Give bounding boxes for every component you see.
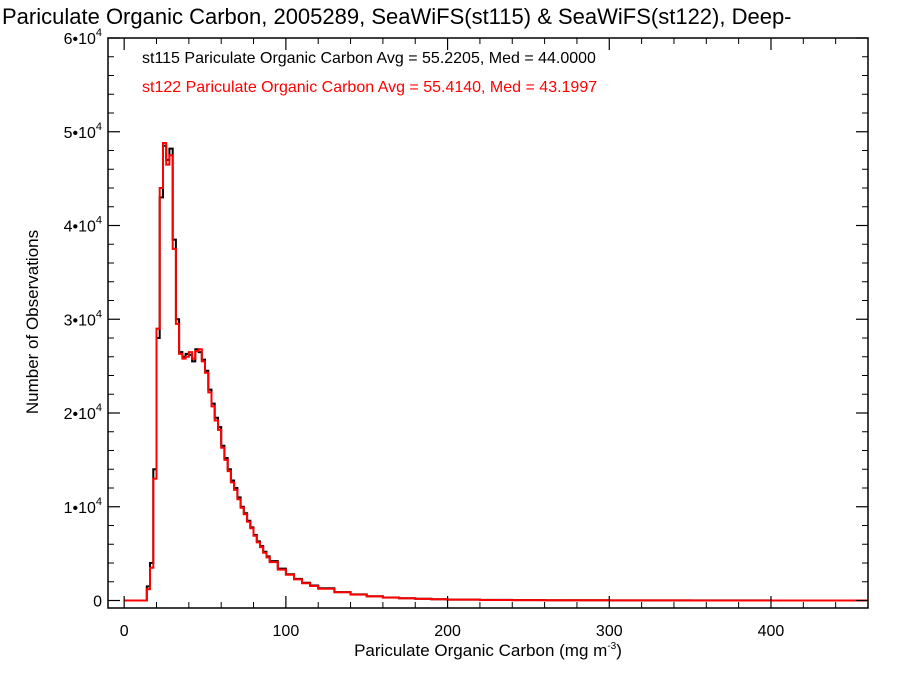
y-tick-label: 4•104 [64,215,102,236]
y-tick-label: 6•104 [64,27,102,48]
x-tick-label: 300 [596,623,623,640]
x-axis-title: Pariculate Organic Carbon (mg m-3) [354,641,622,660]
axis-tick-labels: 0 100 200 300 400 0 1•104 2•104 3•104 4•104 5•104 6… [64,27,785,640]
x-tick-label: 100 [273,623,300,640]
x-axis-title-superscript: -3 [607,641,616,652]
x-axis-title-suffix: ) [616,641,622,660]
legend-entry-st122: st122 Pariculate Organic Carbon Avg = 55… [142,79,597,96]
series-group [124,142,868,602]
y-tick-label: 3•104 [64,308,102,329]
plot-frame [107,37,869,609]
y-tick-label: 0 [93,594,102,611]
chart-title: Pariculate Organic Carbon, 2005289, SeaW… [2,4,792,29]
plot-area [107,37,869,609]
legend-entry-st115: st115 Pariculate Organic Carbon Avg = 55… [142,50,596,67]
series-line-st122 [124,142,868,602]
series-line-st115 [124,144,868,602]
x-tick-label: 0 [120,623,129,640]
y-axis-title: Number of Observations [23,230,42,414]
axis-ticks [108,37,868,608]
x-axis-title-main: Pariculate Organic Carbon (mg m [354,641,607,660]
x-tick-label: 200 [434,623,461,640]
y-tick-label: 2•104 [64,402,102,423]
y-tick-label: 1•104 [64,496,102,517]
x-tick-label: 400 [758,623,785,640]
y-tick-label: 5•104 [64,121,102,142]
